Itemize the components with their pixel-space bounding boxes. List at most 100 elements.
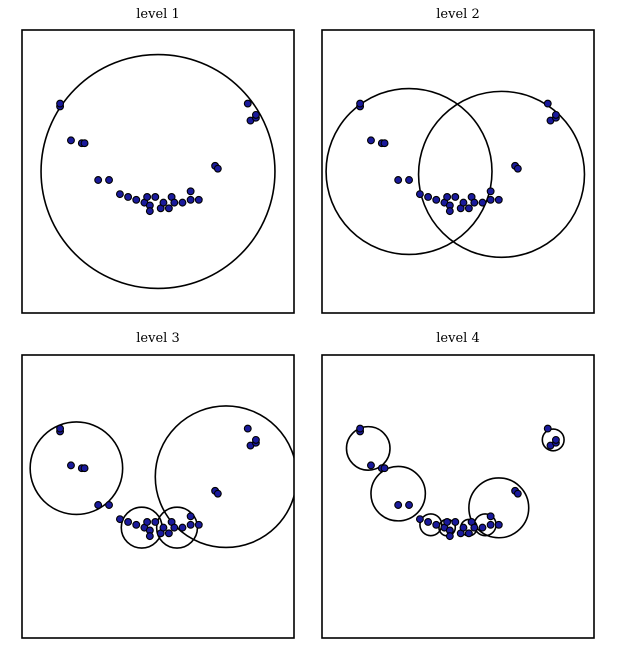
data-point-30: [551, 110, 560, 119]
data-point-26: [213, 489, 222, 498]
data-point-12: [443, 193, 452, 201]
cluster-circle-7: [468, 477, 530, 539]
data-point-27: [543, 424, 552, 433]
data-point-17: [459, 523, 468, 532]
cluster-circle-1: [40, 53, 276, 290]
cluster-circle-1: [29, 421, 124, 516]
data-point-5: [380, 464, 389, 473]
data-point-14: [145, 207, 154, 216]
data-point-3: [367, 136, 375, 145]
data-point-21: [178, 523, 187, 532]
data-point-14: [145, 532, 154, 541]
data-point-26: [513, 489, 522, 498]
data-point-7: [405, 176, 413, 184]
data-point-5: [80, 464, 89, 473]
data-point-3: [67, 136, 75, 145]
data-point-14: [445, 532, 454, 541]
data-point-12: [443, 518, 452, 526]
data-point-2: [56, 99, 65, 108]
data-point-26: [513, 164, 522, 173]
data-point-7: [405, 501, 413, 509]
cluster-circle-1: [325, 87, 493, 256]
data-point-2: [56, 424, 65, 433]
data-point-23: [486, 187, 495, 196]
cluster-circle-8: [541, 428, 565, 452]
data-point-3: [67, 461, 75, 470]
data-point-12: [143, 193, 152, 201]
data-point-10: [132, 520, 141, 529]
cluster-circle-2: [417, 90, 586, 259]
data-point-9: [424, 518, 433, 526]
data-point-2: [356, 99, 365, 108]
data-point-20: [170, 198, 179, 207]
data-point-8: [415, 515, 424, 524]
panel-title-level-4: level 4: [436, 331, 480, 346]
data-point-8: [115, 190, 124, 199]
data-point-5: [380, 139, 389, 148]
panel-title-level-1: level 1: [136, 7, 180, 22]
data-point-8: [115, 515, 124, 524]
data-point-20: [470, 198, 479, 207]
data-point-18: [164, 204, 173, 213]
data-point-22: [486, 195, 495, 204]
data-point-6: [94, 176, 103, 184]
data-point-8: [415, 190, 424, 199]
data-point-2: [356, 424, 365, 433]
data-point-18: [464, 529, 473, 538]
data-point-27: [243, 424, 252, 433]
data-point-15: [451, 193, 460, 201]
scatter-panel-level-1: [21, 29, 295, 314]
cluster-circle-2: [370, 465, 427, 522]
data-point-21: [178, 198, 187, 207]
data-point-30: [251, 110, 260, 119]
data-point-3: [367, 461, 375, 470]
data-point-21: [478, 198, 487, 207]
data-point-27: [543, 99, 552, 108]
plot-frame: [21, 29, 295, 314]
data-point-10: [432, 520, 441, 529]
scatter-panel-level-4: [321, 354, 595, 639]
data-point-9: [124, 518, 133, 526]
data-point-30: [251, 435, 260, 444]
data-point-6: [394, 501, 403, 509]
data-point-15: [151, 193, 160, 201]
data-point-10: [432, 195, 441, 204]
data-point-18: [464, 204, 473, 213]
data-point-18: [164, 529, 173, 538]
data-point-23: [486, 512, 495, 521]
data-point-27: [243, 99, 252, 108]
data-point-24: [194, 520, 203, 529]
data-point-7: [105, 176, 113, 184]
data-point-24: [494, 520, 503, 529]
data-point-5: [80, 139, 89, 148]
data-point-24: [194, 195, 203, 204]
data-point-17: [159, 523, 168, 532]
cluster-circle-1: [345, 425, 391, 471]
panel-title-level-3: level 3: [136, 331, 180, 346]
data-point-15: [451, 518, 460, 526]
plot-frame: [321, 354, 595, 639]
data-point-15: [151, 518, 160, 526]
data-point-7: [105, 501, 113, 509]
scatter-panel-level-2: [321, 29, 595, 314]
data-point-23: [186, 512, 195, 521]
data-point-6: [94, 501, 103, 509]
data-point-30: [551, 435, 560, 444]
data-point-20: [170, 523, 179, 532]
data-point-9: [424, 193, 433, 201]
scatter-panel-level-3: [21, 354, 295, 639]
data-point-24: [494, 195, 503, 204]
data-point-12: [143, 518, 152, 526]
plot-frame: [321, 29, 595, 314]
data-point-22: [486, 520, 495, 529]
data-point-22: [186, 195, 195, 204]
data-point-21: [478, 523, 487, 532]
data-point-17: [159, 198, 168, 207]
data-point-6: [394, 176, 403, 184]
data-point-17: [459, 198, 468, 207]
data-point-9: [124, 193, 133, 201]
data-point-14: [445, 207, 454, 216]
data-point-23: [186, 187, 195, 196]
data-point-10: [132, 195, 141, 204]
cluster-circle-4: [154, 405, 294, 549]
